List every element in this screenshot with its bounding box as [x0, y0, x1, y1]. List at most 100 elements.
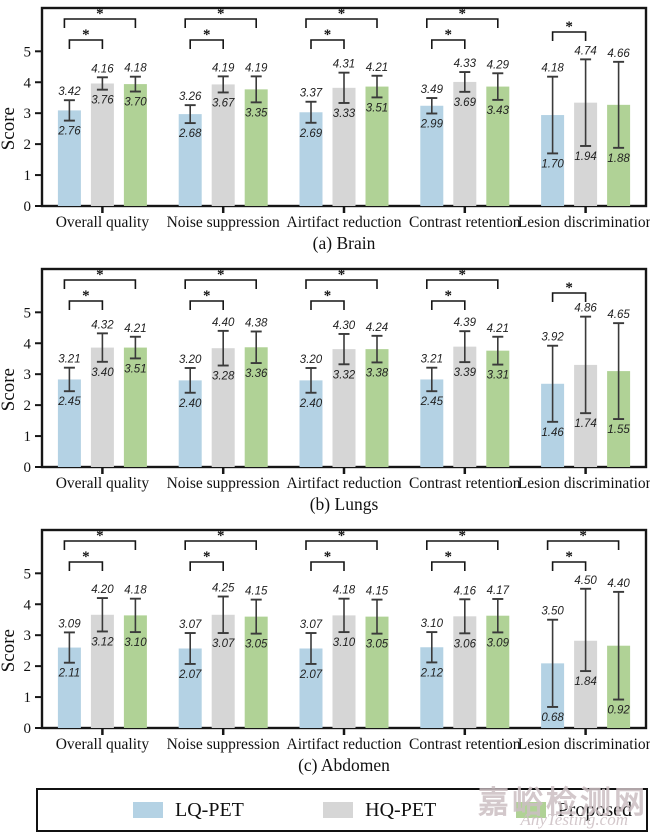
upper-value-label: 3.07	[300, 619, 323, 631]
hq-pet-label: HQ-PET	[365, 798, 437, 821]
y-tick-label: 3	[24, 367, 32, 383]
upper-value-label: 4.16	[91, 63, 114, 75]
significance-bracket	[310, 39, 345, 49]
significance-bracket	[189, 561, 224, 571]
y-tick-label: 1	[24, 690, 32, 706]
lower-value-label: 1.70	[541, 158, 564, 170]
lower-value-label: 2.07	[299, 669, 323, 681]
lower-value-label: 2.40	[299, 398, 323, 410]
y-tick-label: 3	[24, 628, 32, 644]
legend-item-proposed: Proposed	[515, 799, 632, 822]
category-label: Noise suppression	[167, 736, 280, 753]
y-axis-label: Score	[0, 107, 19, 150]
upper-value-label: 3.42	[58, 86, 81, 98]
lower-value-label: 1.84	[574, 676, 596, 688]
significance-star: *	[203, 549, 211, 565]
lower-value-label: 3.28	[212, 371, 235, 383]
y-tick-label: 4	[24, 597, 32, 613]
upper-value-label: 4.40	[607, 578, 630, 590]
significance-star: *	[217, 267, 225, 283]
legend: LQ-PET HQ-PET Proposed	[36, 788, 648, 832]
upper-value-label: 3.49	[421, 84, 444, 96]
significance-bracket	[426, 540, 499, 550]
upper-value-label: 3.20	[300, 354, 323, 366]
upper-value-label: 4.18	[124, 63, 147, 75]
lower-value-label: 2.69	[299, 128, 323, 140]
upper-value-label: 4.16	[454, 585, 477, 597]
upper-value-label: 4.31	[333, 59, 355, 71]
significance-star: *	[338, 267, 346, 283]
upper-value-label: 4.39	[454, 317, 477, 329]
significance-star: *	[217, 6, 225, 22]
bar-LQ-PET	[178, 380, 202, 467]
significance-bracket	[310, 300, 345, 310]
significance-star: *	[96, 267, 104, 283]
y-tick-label: 4	[24, 75, 32, 91]
significance-bracket	[426, 18, 499, 28]
upper-value-label: 4.38	[245, 317, 268, 329]
upper-value-label: 4.20	[91, 584, 114, 596]
significance-bracket	[305, 279, 378, 289]
lower-value-label: 2.45	[420, 396, 444, 408]
lower-value-label: 3.69	[454, 97, 477, 109]
upper-value-label: 4.32	[91, 319, 114, 331]
bar-HQ-PET	[90, 347, 114, 467]
category-label: Contrast retention	[409, 736, 521, 753]
bar-LQ-PET	[178, 114, 202, 206]
upper-value-label: 4.21	[366, 62, 388, 74]
upper-value-label: 3.21	[421, 354, 443, 366]
lower-value-label: 3.07	[212, 638, 235, 650]
significance-bracket	[63, 540, 137, 550]
bar-Proposed	[365, 86, 389, 206]
upper-value-label: 4.17	[487, 585, 510, 597]
significance-bracket	[184, 18, 257, 28]
category-label: Overall quality	[56, 214, 150, 231]
lower-value-label: 3.31	[487, 370, 509, 382]
lower-value-label: 3.05	[366, 639, 389, 651]
bar-HQ-PET	[574, 364, 598, 467]
bar-HQ-PET	[453, 346, 477, 467]
y-tick-label: 0	[24, 460, 32, 476]
significance-bracket	[551, 292, 587, 302]
upper-value-label: 3.26	[179, 91, 202, 103]
bar-HQ-PET	[90, 83, 114, 206]
lower-value-label: 2.07	[178, 669, 202, 681]
y-tick-label: 5	[24, 566, 32, 582]
significance-bracket	[431, 39, 466, 49]
upper-value-label: 4.18	[333, 585, 356, 597]
y-tick-label: 4	[24, 336, 32, 352]
y-tick-label: 3	[24, 106, 32, 122]
category-label: Airtifact reduction	[287, 475, 402, 492]
bar-Proposed	[123, 615, 147, 728]
bar-Proposed	[244, 347, 268, 467]
significance-star: *	[338, 6, 346, 22]
significance-star: *	[324, 27, 332, 43]
bar-HQ-PET	[211, 348, 235, 467]
upper-value-label: 4.33	[454, 58, 477, 70]
significance-star: *	[579, 528, 587, 544]
upper-value-label: 4.25	[212, 583, 235, 595]
upper-value-label: 3.21	[58, 354, 80, 366]
bar-LQ-PET	[420, 379, 444, 467]
lower-value-label: 2.11	[58, 668, 81, 680]
lower-value-label: 1.94	[574, 151, 596, 163]
lower-value-label: 3.36	[245, 368, 268, 380]
lower-value-label: 3.10	[124, 637, 147, 649]
lower-value-label: 3.35	[245, 107, 268, 119]
upper-value-label: 4.40	[212, 317, 235, 329]
y-tick-label: 2	[24, 398, 32, 414]
hq-pet-swatch	[323, 802, 354, 818]
lower-value-label: 3.39	[454, 367, 477, 379]
significance-bracket	[63, 18, 137, 28]
significance-star: *	[324, 549, 332, 565]
bar-Proposed	[123, 347, 147, 467]
lower-value-label: 1.74	[574, 418, 596, 430]
bar-Proposed	[365, 616, 389, 728]
bar-LQ-PET	[420, 647, 444, 728]
bar-HQ-PET	[211, 614, 235, 728]
brain-chart: 0 1 2 3 4 5 Score 3.42 2.76 4.16 3.76 4.18 3.70 Overa…	[0, 6, 650, 253]
legend-item-lq-pet: LQ-PET	[133, 799, 244, 822]
lower-value-label: 3.43	[487, 105, 510, 117]
significance-star: *	[445, 27, 453, 43]
